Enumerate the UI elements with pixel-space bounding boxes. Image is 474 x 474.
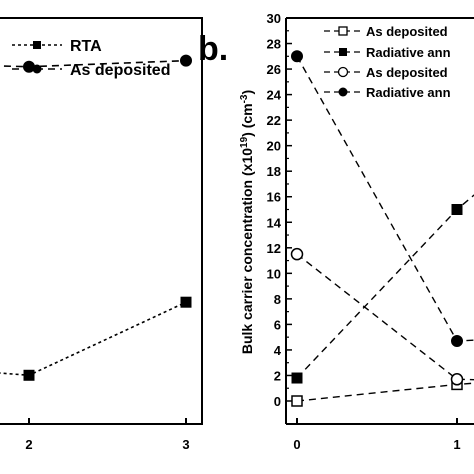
legend-label-b: Radiative ann <box>366 45 451 60</box>
legend-label-a: RTA <box>70 38 102 55</box>
data-point-b <box>451 204 463 215</box>
y-tick-label-b: 22 <box>267 113 281 128</box>
data-point-b <box>291 372 303 384</box>
legend-marker-b <box>338 87 348 97</box>
y-tick-label-b: 8 <box>274 292 281 307</box>
data-point-a <box>23 369 35 381</box>
data-point-b <box>451 334 463 347</box>
y-tick-label-b: 30 <box>267 11 281 26</box>
legend-marker-b <box>339 48 347 56</box>
data-point-a <box>180 54 192 67</box>
x-tick-label-a: 3 <box>182 437 189 452</box>
y-tick-label-b: 20 <box>267 139 281 154</box>
y-tick-label-b: 4 <box>274 343 282 358</box>
legend-marker-b <box>337 66 349 78</box>
legend-marker-a <box>32 64 42 74</box>
data-point-a <box>180 296 192 308</box>
x-tick-label-a: 2 <box>25 437 32 452</box>
y-tick-label-b: 10 <box>267 266 281 281</box>
legend-marker-a <box>33 41 41 49</box>
y-axis-label-part-b: ) <box>239 90 255 95</box>
panel-label-b: b. <box>198 30 228 68</box>
y-tick-label-b: 24 <box>267 88 282 103</box>
y-tick-label-b: 14 <box>267 215 282 230</box>
y-tick-label-b: 12 <box>267 241 281 256</box>
y-tick-label-b: 6 <box>274 317 281 332</box>
y-axis-label-part-b: Bulk carrier concentration (x10 <box>239 148 255 354</box>
series-line-b <box>296 382 474 402</box>
y-tick-label-b: 28 <box>267 37 281 52</box>
y-axis-label-b: Bulk carrier concentration (x1019) (cm-3… <box>239 90 255 354</box>
series-line-a <box>0 301 187 377</box>
data-point-b <box>291 395 303 407</box>
series-line-b <box>296 253 474 381</box>
legend-label-a: As deposited <box>70 62 170 79</box>
x-tick-label-b: 0 <box>293 437 300 452</box>
y-tick-label-b: 0 <box>274 394 281 409</box>
data-point-b <box>450 373 464 386</box>
data-point-b <box>291 50 303 63</box>
y-tick-label-b: 16 <box>267 190 281 205</box>
y-tick-label-b: 26 <box>267 62 281 77</box>
y-axis-label-part-b: -3 <box>239 94 250 103</box>
plot-frame-a <box>0 17 203 425</box>
legend-marker-b <box>338 26 348 36</box>
y-axis-label-part-b: ) (cm <box>239 103 255 136</box>
legend-label-b: As deposited <box>366 24 448 39</box>
y-tick-label-b: 2 <box>274 368 281 383</box>
legend-label-b: As deposited <box>366 65 448 80</box>
legend-label-b: Radiative ann <box>366 85 451 100</box>
data-point-b <box>290 247 304 261</box>
x-tick-label-b: 1 <box>453 437 460 452</box>
y-tick-label-b: 18 <box>267 164 281 179</box>
panel-a: 2 3 RTA As deposited <box>0 17 203 452</box>
y-axis-label-part-b: 19 <box>239 136 250 148</box>
series-line-b <box>296 194 474 379</box>
